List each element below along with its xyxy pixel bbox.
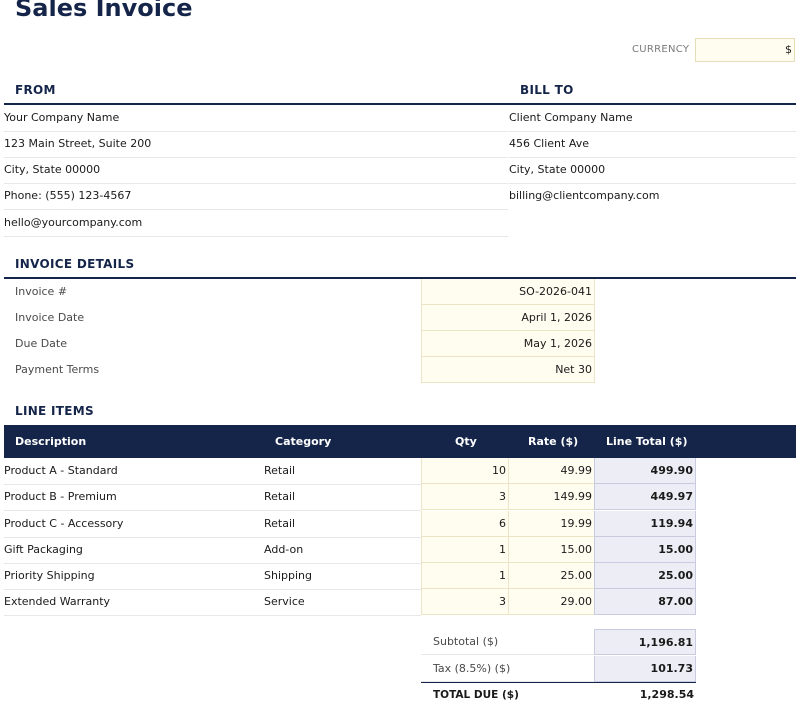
item-category: Shipping — [264, 569, 312, 582]
item-line-total: 25.00 — [594, 563, 696, 589]
from-address: 123 Main Street, Suite 200 — [4, 131, 508, 158]
item-category: Add-on — [264, 543, 304, 556]
billto-address: 456 Client Ave — [509, 131, 796, 158]
from-email: hello@yourcompany.com — [4, 210, 508, 237]
item-category: Retail — [264, 490, 296, 503]
item-rate-field[interactable]: 29.00 — [508, 589, 595, 615]
invoice-details-rule — [4, 277, 796, 279]
item-category: Service — [264, 595, 305, 608]
item-category: Retail — [264, 517, 296, 530]
col-category: Category — [275, 435, 332, 448]
total-due-value: 1,298.54 — [639, 688, 694, 701]
table-row — [4, 589, 421, 616]
total-due-label: TOTAL DUE ($) — [433, 689, 519, 701]
total-rule — [421, 682, 696, 683]
currency-input[interactable]: $ — [695, 38, 795, 62]
item-line-total: 119.94 — [594, 511, 696, 537]
tax-label: Tax (8.5%) ($) — [421, 656, 595, 682]
subtotal-label: Subtotal ($) — [421, 629, 595, 655]
invoice-details-heading: INVOICE DETAILS — [15, 257, 135, 271]
item-rate-field[interactable]: 25.00 — [508, 563, 595, 589]
item-qty-field[interactable]: 3 — [421, 589, 509, 615]
table-row — [4, 458, 421, 485]
invoice-date-field[interactable]: April 1, 2026 — [421, 305, 595, 331]
invoice-number-field[interactable]: SO-2026-041 — [421, 279, 595, 305]
table-row — [4, 563, 421, 590]
item-rate-field[interactable]: 19.99 — [508, 511, 595, 537]
tax-value: 101.73 — [594, 656, 696, 682]
item-qty-field[interactable]: 1 — [421, 563, 509, 589]
due-date-label: Due Date — [15, 337, 67, 350]
bill-to-heading: BILL TO — [520, 83, 574, 97]
item-description: Extended Warranty — [4, 595, 111, 608]
item-description: Gift Packaging — [4, 543, 83, 556]
billto-city: City, State 00000 — [509, 157, 796, 184]
line-items-header: Description Category Qty Rate ($) Line T… — [4, 425, 796, 458]
item-description: Product A - Standard — [4, 464, 118, 477]
item-rate-field[interactable]: 49.99 — [508, 458, 595, 484]
col-line-total: Line Total ($) — [606, 435, 688, 448]
from-phone: Phone: (555) 123-4567 — [4, 183, 508, 210]
item-description: Product C - Accessory — [4, 517, 124, 530]
item-line-total: 499.90 — [594, 458, 696, 484]
col-qty: Qty — [455, 435, 477, 448]
page-title: Sales Invoice — [15, 0, 193, 22]
col-rate: Rate ($) — [528, 435, 579, 448]
due-date-field[interactable]: May 1, 2026 — [421, 331, 595, 357]
item-category: Retail — [264, 464, 296, 477]
item-qty-field[interactable]: 6 — [421, 511, 509, 537]
subtotal-value: 1,196.81 — [594, 629, 696, 655]
invoice-date-label: Invoice Date — [15, 311, 85, 324]
item-line-total: 87.00 — [594, 589, 696, 615]
item-rate-field[interactable]: 149.99 — [508, 484, 595, 510]
table-row — [4, 511, 421, 538]
payment-terms-field[interactable]: Net 30 — [421, 357, 595, 383]
item-line-total: 449.97 — [594, 484, 696, 510]
item-description: Product B - Premium — [4, 490, 117, 503]
from-heading: FROM — [15, 83, 56, 97]
from-billto-rule — [4, 103, 796, 105]
from-city: City, State 00000 — [4, 157, 508, 184]
col-description: Description — [15, 435, 87, 448]
line-items-heading: LINE ITEMS — [15, 404, 94, 418]
table-row — [4, 537, 421, 564]
from-company: Your Company Name — [4, 105, 508, 132]
item-line-total: 15.00 — [594, 537, 696, 563]
payment-terms-label: Payment Terms — [15, 363, 100, 376]
item-qty-field[interactable]: 1 — [421, 537, 509, 563]
item-qty-field[interactable]: 10 — [421, 458, 509, 484]
item-rate-field[interactable]: 15.00 — [508, 537, 595, 563]
table-row — [4, 484, 421, 511]
currency-label: CURRENCY — [632, 44, 690, 55]
billto-email: billing@clientcompany.com — [509, 189, 660, 202]
item-qty-field[interactable]: 3 — [421, 484, 509, 510]
item-description: Priority Shipping — [4, 569, 95, 582]
invoice-number-label: Invoice # — [15, 285, 68, 298]
billto-company: Client Company Name — [509, 105, 796, 132]
